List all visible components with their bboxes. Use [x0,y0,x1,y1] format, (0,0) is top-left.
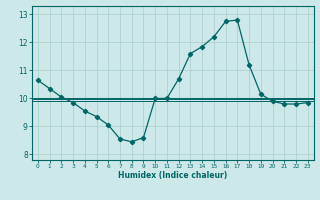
X-axis label: Humidex (Indice chaleur): Humidex (Indice chaleur) [118,171,228,180]
